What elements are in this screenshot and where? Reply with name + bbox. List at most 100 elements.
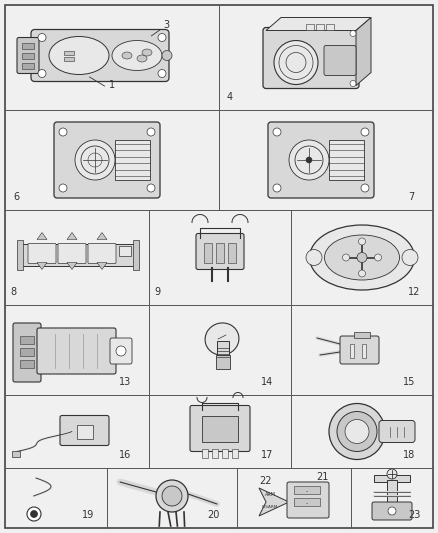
Polygon shape	[356, 18, 371, 85]
Circle shape	[31, 511, 38, 518]
Circle shape	[273, 184, 281, 192]
FancyBboxPatch shape	[31, 29, 169, 82]
Ellipse shape	[325, 235, 399, 280]
Bar	[222, 448, 228, 457]
Text: 17: 17	[261, 450, 273, 460]
Circle shape	[343, 254, 350, 261]
Bar	[20, 348, 34, 356]
Ellipse shape	[137, 55, 147, 62]
Bar	[77, 424, 93, 439]
Bar	[204, 243, 212, 262]
Bar	[294, 486, 320, 494]
Polygon shape	[97, 262, 107, 270]
Circle shape	[357, 253, 367, 262]
FancyBboxPatch shape	[372, 502, 412, 520]
Circle shape	[273, 128, 281, 136]
Bar	[354, 332, 370, 338]
Polygon shape	[67, 232, 77, 239]
Circle shape	[38, 69, 46, 77]
Bar	[22, 43, 34, 49]
Circle shape	[289, 140, 329, 180]
Ellipse shape	[112, 41, 162, 70]
Circle shape	[162, 486, 182, 506]
Bar	[350, 344, 354, 358]
Circle shape	[329, 403, 385, 459]
Ellipse shape	[49, 36, 109, 75]
Bar	[119, 246, 131, 255]
Circle shape	[59, 184, 67, 192]
FancyBboxPatch shape	[13, 323, 41, 382]
FancyBboxPatch shape	[88, 244, 116, 263]
Circle shape	[350, 30, 356, 36]
FancyBboxPatch shape	[60, 416, 109, 446]
Bar	[22, 52, 34, 59]
Circle shape	[38, 34, 46, 42]
Text: 6: 6	[13, 192, 19, 202]
Text: 19: 19	[82, 510, 94, 520]
Bar	[22, 62, 34, 69]
Bar	[374, 475, 410, 482]
Text: DISARM: DISARM	[262, 505, 278, 509]
Bar	[19, 244, 135, 265]
Circle shape	[374, 254, 381, 261]
Polygon shape	[266, 18, 371, 30]
FancyBboxPatch shape	[110, 338, 132, 364]
Bar	[294, 498, 320, 506]
Circle shape	[388, 507, 396, 515]
Bar	[216, 355, 230, 369]
FancyBboxPatch shape	[340, 336, 379, 364]
Ellipse shape	[205, 323, 239, 355]
FancyBboxPatch shape	[263, 28, 359, 88]
Text: 8: 8	[10, 287, 16, 297]
FancyBboxPatch shape	[28, 244, 56, 263]
Text: 18: 18	[403, 450, 415, 460]
Circle shape	[162, 51, 172, 61]
Circle shape	[27, 507, 41, 521]
Circle shape	[402, 249, 418, 265]
Circle shape	[59, 128, 67, 136]
Text: ..: ..	[305, 499, 309, 505]
Text: 9: 9	[154, 287, 160, 297]
Polygon shape	[259, 488, 289, 516]
Bar	[212, 448, 218, 457]
Circle shape	[274, 41, 318, 85]
FancyBboxPatch shape	[196, 233, 244, 270]
Ellipse shape	[142, 49, 152, 56]
Text: 20: 20	[207, 510, 219, 520]
FancyBboxPatch shape	[190, 406, 250, 451]
Polygon shape	[67, 262, 77, 270]
Bar	[64, 51, 74, 54]
FancyBboxPatch shape	[324, 45, 356, 76]
Bar	[12, 450, 20, 456]
Text: 16: 16	[119, 450, 131, 460]
Circle shape	[361, 128, 369, 136]
Bar	[216, 243, 224, 262]
Text: ARM: ARM	[265, 492, 276, 497]
Text: ..: ..	[305, 488, 309, 492]
Bar	[329, 140, 364, 180]
FancyBboxPatch shape	[54, 122, 160, 198]
Bar	[17, 239, 23, 270]
Circle shape	[147, 128, 155, 136]
Bar	[228, 243, 236, 262]
Bar	[20, 360, 34, 368]
Bar	[232, 448, 238, 457]
Circle shape	[116, 346, 126, 356]
Text: 1: 1	[109, 80, 115, 91]
Bar	[362, 344, 366, 358]
Polygon shape	[97, 232, 107, 239]
Bar	[306, 23, 314, 29]
Text: 13: 13	[119, 377, 131, 387]
Ellipse shape	[122, 52, 132, 59]
Circle shape	[350, 80, 356, 86]
Circle shape	[306, 249, 322, 265]
Circle shape	[387, 469, 397, 479]
FancyBboxPatch shape	[37, 328, 116, 374]
Bar	[387, 480, 397, 506]
Circle shape	[147, 184, 155, 192]
Bar	[133, 239, 139, 270]
FancyBboxPatch shape	[268, 122, 374, 198]
Text: 15: 15	[403, 377, 415, 387]
Bar	[202, 448, 208, 457]
Circle shape	[337, 411, 377, 451]
